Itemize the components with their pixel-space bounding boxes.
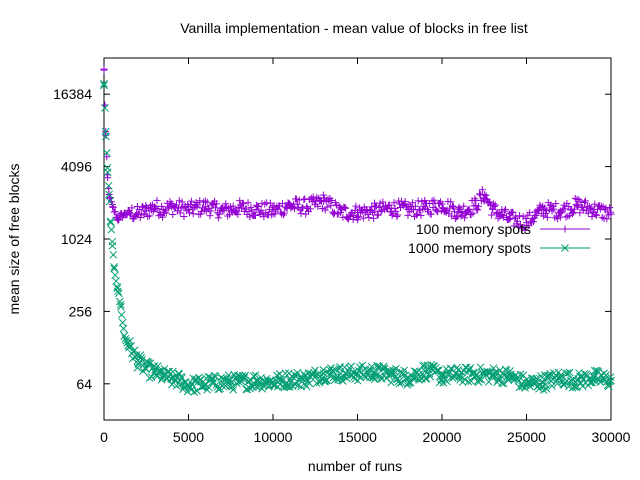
legend-marker [561, 244, 569, 252]
legend-marker [561, 225, 569, 233]
x-axis: 0 5000 10000 15000 20000 25000 30000 [100, 58, 631, 445]
data-point [108, 241, 117, 250]
series-2 [100, 79, 615, 396]
x-tick-label: 5000 [173, 429, 204, 445]
x-axis-title: number of runs [308, 458, 402, 474]
y-axis: 64 256 1024 4096 16384 [53, 86, 611, 392]
y-tick-label: 256 [69, 303, 93, 319]
x-tick-label: 25000 [507, 429, 546, 445]
data-point [110, 263, 118, 271]
data-point [573, 201, 581, 209]
x-tick-label: 0 [100, 429, 108, 445]
series-layer [100, 65, 615, 396]
data-point [106, 218, 115, 227]
data-point [105, 190, 113, 199]
x-tick-label: 20000 [423, 429, 462, 445]
x-tick-label: 15000 [338, 429, 377, 445]
y-tick-label: 1024 [61, 231, 92, 247]
data-point [370, 207, 378, 215]
x-tick-label: 10000 [254, 429, 293, 445]
series-trace [100, 81, 615, 396]
data-point [113, 284, 122, 292]
data-point [100, 79, 108, 88]
legend-label: 1000 memory spots [408, 240, 531, 256]
series-1 [100, 65, 615, 234]
legend: 100 memory spots 1000 memory spots [408, 221, 590, 256]
y-tick-label: 16384 [53, 86, 92, 102]
series-trace [100, 65, 615, 234]
chart-title: Vanilla implementation - mean value of b… [180, 20, 528, 36]
plot-frame [103, 57, 612, 421]
x-tick-label: 30000 [592, 429, 631, 445]
legend-label: 100 memory spots [416, 221, 531, 237]
y-tick-label: 64 [76, 376, 92, 392]
y-axis-title: mean size of free blocks [6, 164, 22, 315]
y-tick-label: 4096 [61, 159, 92, 175]
